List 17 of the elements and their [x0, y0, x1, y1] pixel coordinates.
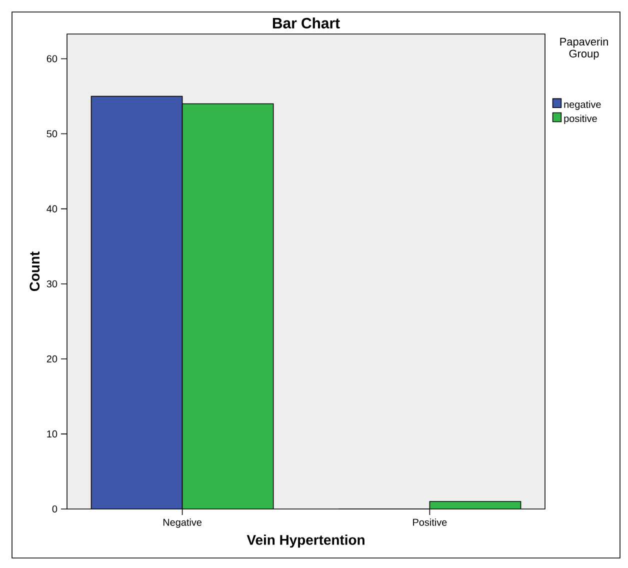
- x-tick-label: Negative: [163, 518, 202, 528]
- legend-title: Papaverin Group: [560, 38, 608, 60]
- bar: [182, 104, 274, 509]
- y-tick-label: 30: [46, 280, 58, 288]
- chart-title: Bar Chart: [272, 18, 340, 28]
- x-axis-title: Vein Hypertention: [246, 534, 364, 548]
- y-tick-label: 0: [52, 505, 58, 513]
- x-tick-label: Positive: [413, 518, 447, 526]
- y-tick-label: 50: [46, 130, 58, 138]
- y-tick-label: 10: [47, 430, 58, 438]
- bar: [91, 96, 182, 509]
- legend-label: negative: [564, 100, 601, 110]
- y-axis-title: Count: [30, 252, 40, 292]
- y-tick-label: 60: [46, 55, 58, 62]
- y-tick-label: 40: [46, 205, 58, 212]
- y-tick-label: 20: [46, 355, 58, 362]
- legend-label: positive: [564, 114, 597, 124]
